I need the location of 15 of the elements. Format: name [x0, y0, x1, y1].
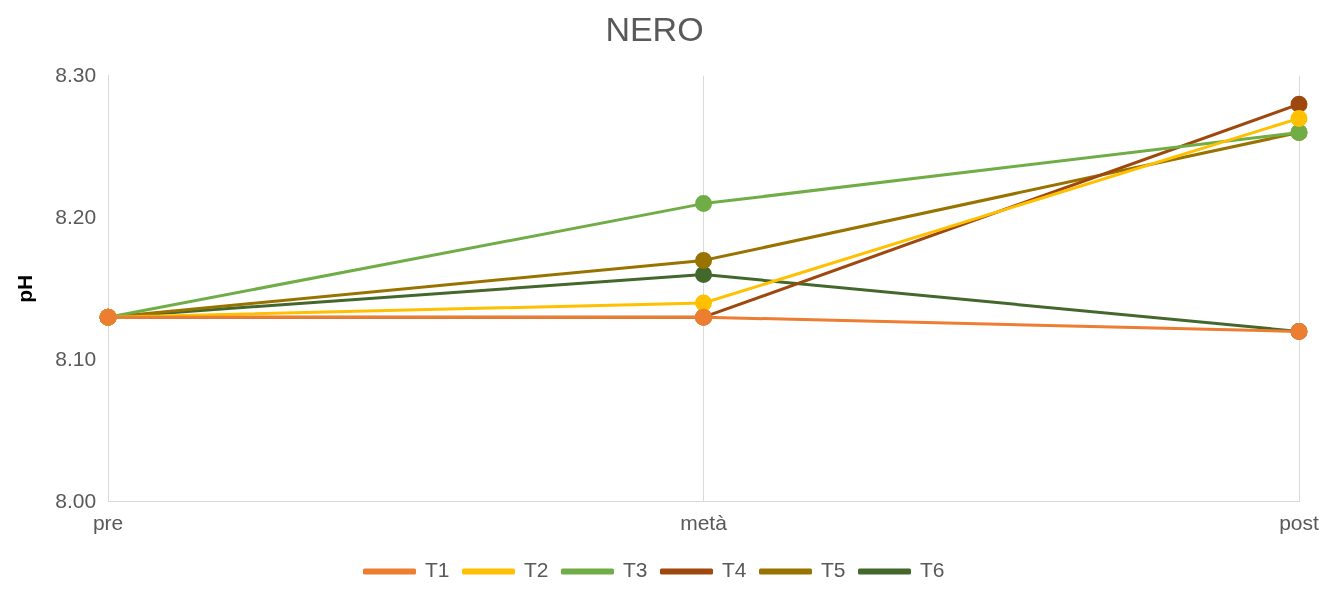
y-axis-title: pH	[13, 274, 37, 303]
x-tick-label: pre	[92, 511, 124, 535]
y-tick-label: 8.10	[55, 346, 97, 370]
legend-label: T5	[821, 558, 846, 582]
chart-title: NERO	[605, 9, 704, 48]
y-tick-label: 8.00	[55, 488, 97, 512]
legend-label: T2	[523, 558, 549, 582]
x-tick-label: post	[1279, 511, 1320, 535]
y-tick-label: 8.20	[55, 204, 97, 228]
legend-label: T6	[920, 558, 945, 582]
y-tick-label: 8.30	[55, 62, 97, 86]
legend-label: T3	[622, 558, 648, 582]
legend-label: T4	[722, 558, 747, 582]
x-tick-label: metà	[680, 511, 728, 535]
legend-label: T1	[424, 558, 450, 582]
